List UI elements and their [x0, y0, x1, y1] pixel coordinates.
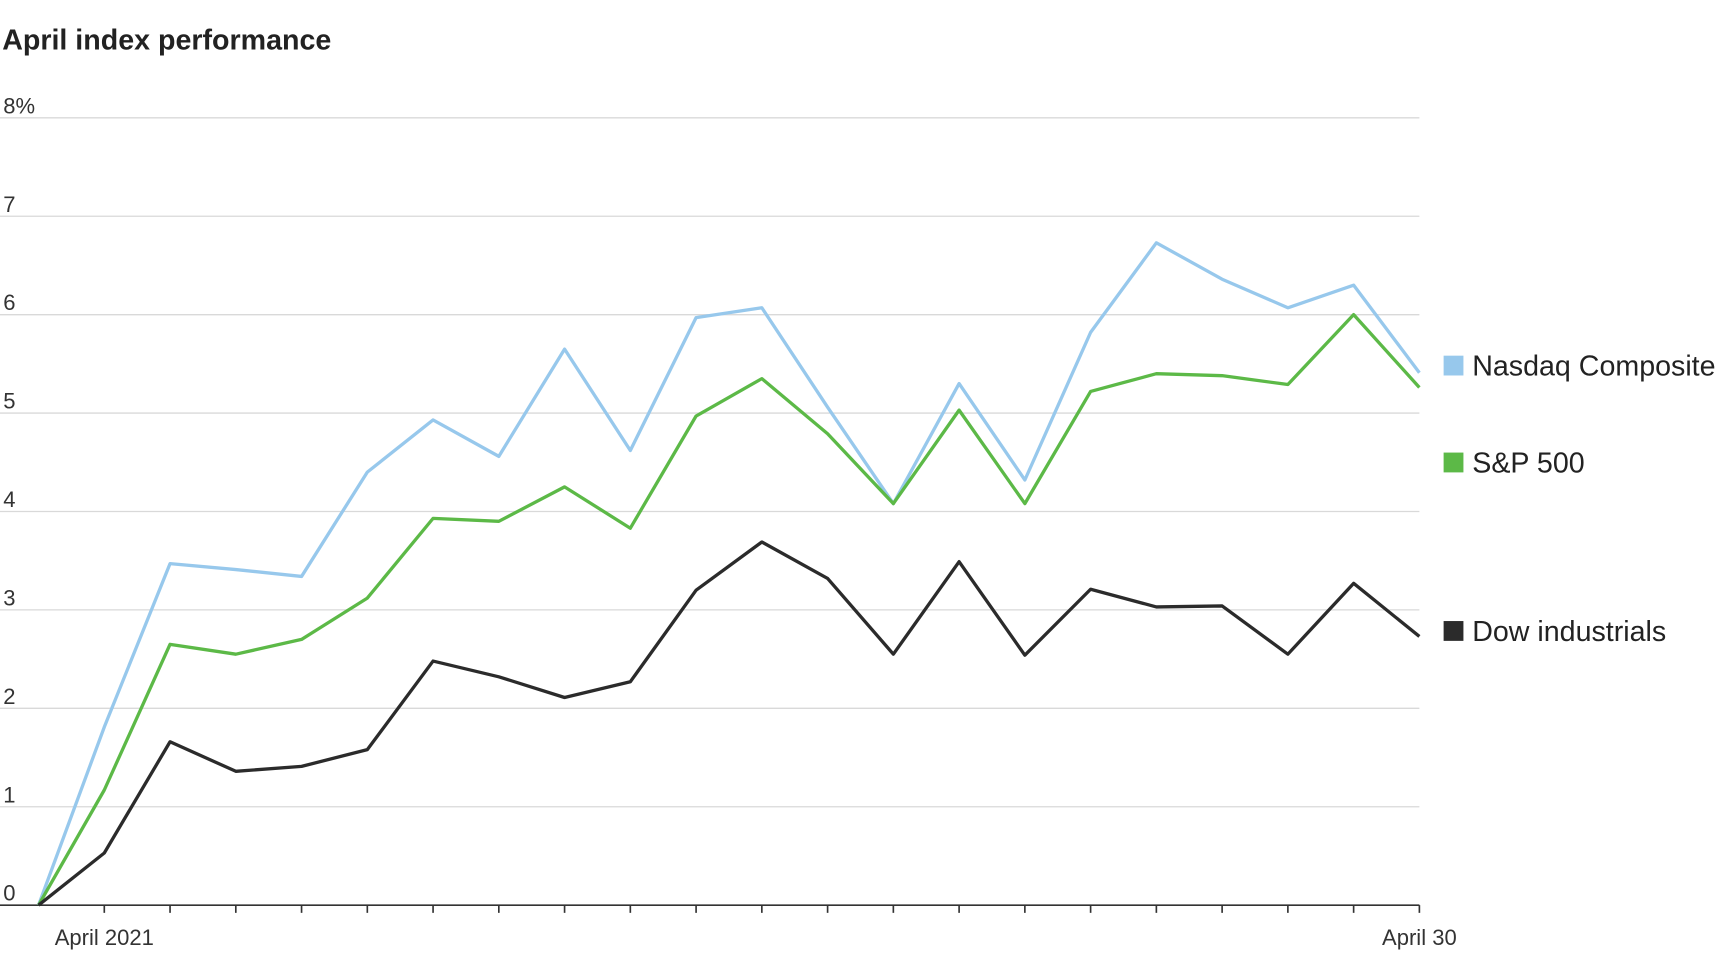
chart-title: April index performance	[2, 25, 331, 57]
y-tick-label: 0	[3, 881, 15, 906]
y-tick-label: 3	[3, 585, 15, 610]
legend-label: Nasdaq Composite	[1472, 350, 1715, 382]
legend-label: S&P 500	[1472, 447, 1584, 479]
series-line	[37, 313, 1421, 906]
series-line	[36, 241, 1421, 906]
legend-label: Dow industrials	[1472, 616, 1666, 648]
series-line	[37, 540, 1421, 907]
x-tick-label: April 30	[1382, 925, 1457, 950]
y-tick-label: 4	[3, 487, 15, 512]
y-tick-label: 5	[3, 389, 15, 414]
y-tick-label: 1	[3, 782, 15, 807]
y-tick-label: 8%	[3, 93, 35, 118]
legend-swatch	[1443, 355, 1464, 376]
legend-swatch	[1443, 452, 1464, 473]
x-tick-label: April 2021	[55, 925, 154, 950]
y-tick-label: 7	[3, 192, 15, 217]
y-tick-label: 6	[3, 290, 15, 315]
y-tick-label: 2	[3, 684, 15, 709]
legend-swatch	[1443, 621, 1464, 641]
